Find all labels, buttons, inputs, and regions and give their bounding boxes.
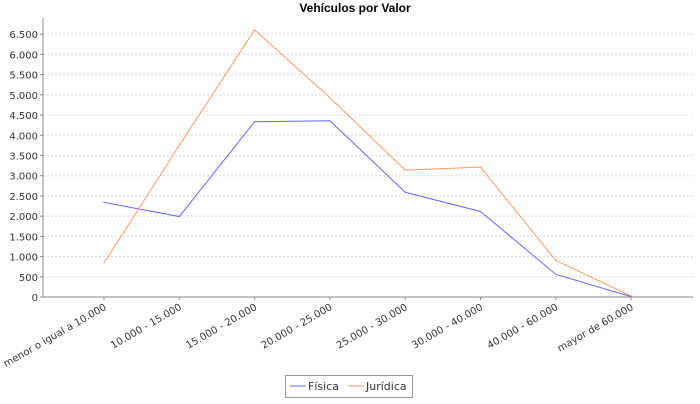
y-tick-label: 2.500 <box>9 192 38 203</box>
x-tick-label: 25.000 - 30.000 <box>335 302 410 352</box>
y-tick-label: 0 <box>32 293 38 304</box>
data-point <box>630 295 632 297</box>
legend-label: Jurídica <box>365 380 407 393</box>
series-line-0 <box>103 120 632 298</box>
x-tick-label: 10.000 - 15.000 <box>109 302 184 352</box>
data-point <box>254 29 256 31</box>
data-point <box>103 262 105 264</box>
data-point <box>404 191 406 193</box>
data-point <box>555 259 557 262</box>
y-tick-label: 4.000 <box>9 131 38 142</box>
x-tick-label: 15.000 - 20.000 <box>184 302 259 352</box>
y-tick-label: 3.500 <box>9 151 38 162</box>
y-tick-label: 1.500 <box>9 232 38 243</box>
x-tick-label: 20.000 - 25.000 <box>260 302 335 352</box>
data-point <box>479 210 482 213</box>
data-point <box>479 166 482 168</box>
y-tick-label: 6.500 <box>9 30 38 41</box>
x-tick-label: mayor de 60.000 <box>556 302 636 354</box>
x-tick-label: 30.000 - 40.000 <box>410 302 485 352</box>
legend-label: Física <box>308 380 339 393</box>
y-tick-label: 5.000 <box>9 91 38 102</box>
y-tick-label: 2.000 <box>9 212 38 223</box>
data-point <box>555 273 557 275</box>
legend: Física Jurídica <box>285 375 413 398</box>
y-tick-label: 3.000 <box>9 172 38 183</box>
grid <box>43 33 693 278</box>
x-tick-label: 40.000 - 60.000 <box>486 302 561 352</box>
y-tick-label: 5.500 <box>9 71 38 82</box>
data-point <box>178 144 180 146</box>
y-tick-label: 6.000 <box>9 50 38 61</box>
series-line-1 <box>103 29 632 297</box>
data-point <box>178 215 180 218</box>
y-tick-label: 500 <box>19 273 38 284</box>
data-point <box>103 201 105 203</box>
chart-title: Vehículos por Valor <box>299 1 411 15</box>
data-point <box>254 121 256 123</box>
x-tick-label: menor o igual a 10.000 <box>2 302 109 370</box>
data-point <box>329 97 331 99</box>
data-point <box>404 169 406 171</box>
x-axis: menor o igual a 10.000 10.000 - 15.000 15.… <box>2 296 693 370</box>
y-axis: 0 500 1.000 1.500 2.000 2.500 3.000 3.500 4.000 4… <box>9 18 44 304</box>
series-lines <box>103 29 632 298</box>
data-point <box>329 120 331 122</box>
y-tick-label: 1.000 <box>9 253 38 264</box>
y-tick-label: 4.500 <box>9 111 38 122</box>
